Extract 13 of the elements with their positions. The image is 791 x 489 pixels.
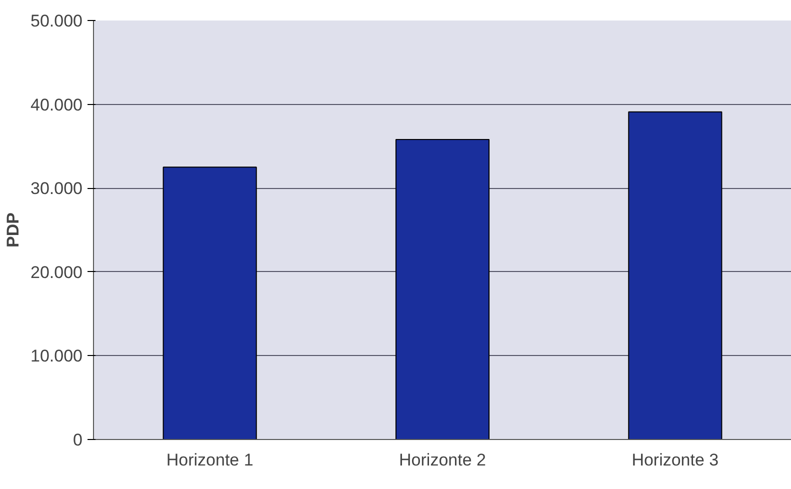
bar xyxy=(162,166,257,440)
y-tick-label: 10.000 xyxy=(30,346,83,366)
y-tick-label: 40.000 xyxy=(30,95,83,114)
x-tick-label: Horizonte 3 xyxy=(632,450,719,470)
bar xyxy=(395,138,490,440)
y-tick-label: 20.000 xyxy=(30,262,83,282)
y-axis-title: PDP xyxy=(4,212,23,248)
y-tick-label: 50.000 xyxy=(30,12,83,30)
x-tick-label: Horizonte 1 xyxy=(166,450,254,470)
bar xyxy=(628,111,722,440)
y-tick-label: 30.000 xyxy=(30,179,83,198)
x-tick-label: Horizonte 2 xyxy=(399,450,486,470)
y-tick-label: 0 xyxy=(73,430,83,450)
